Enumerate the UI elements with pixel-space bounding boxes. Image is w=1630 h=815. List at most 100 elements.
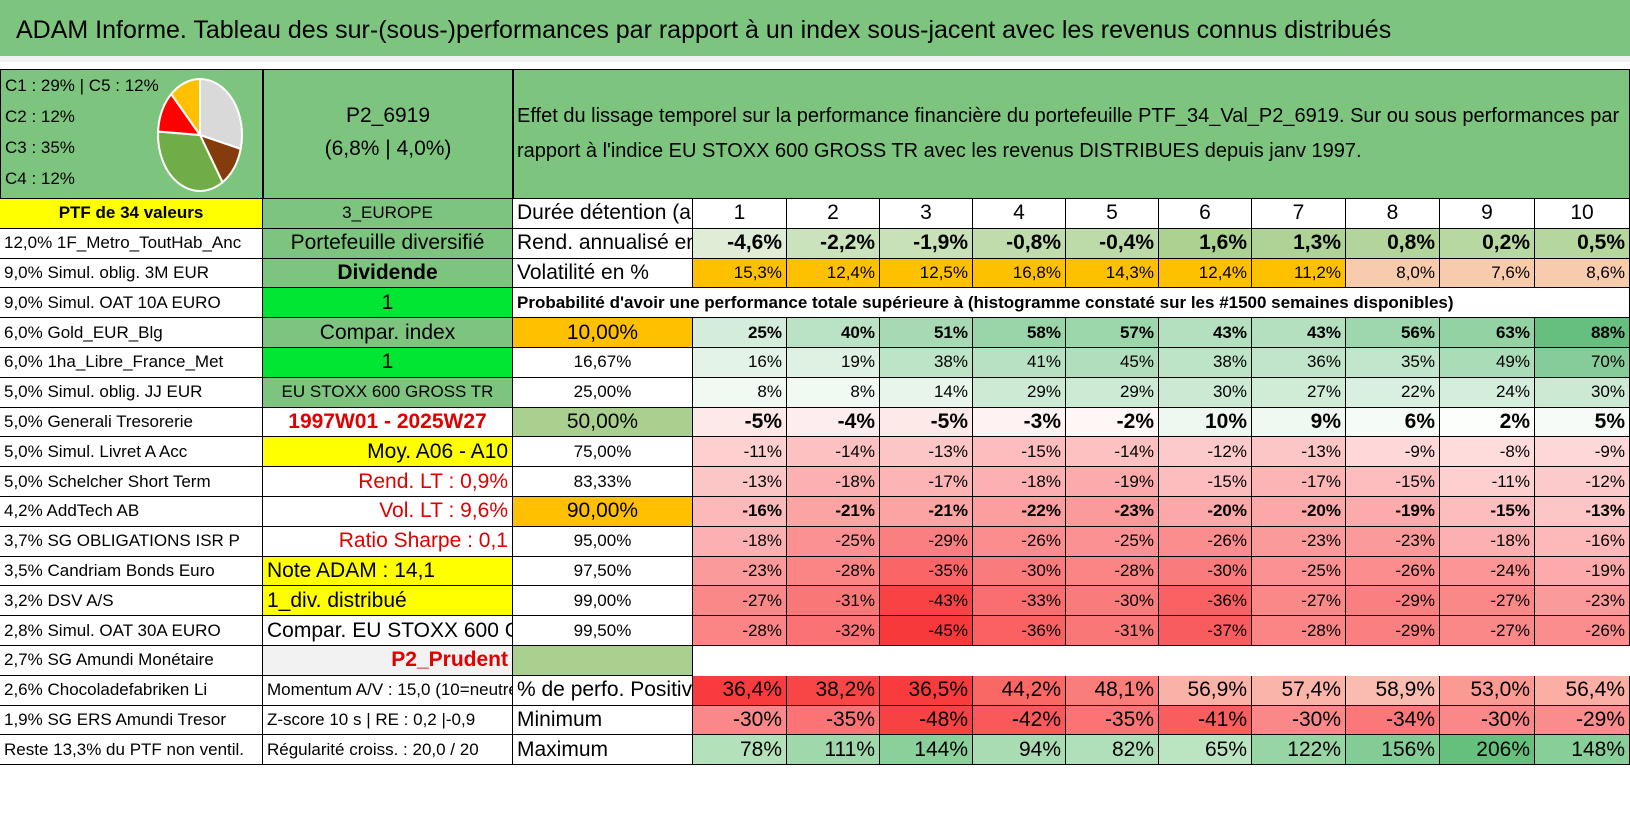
year-header: 1 [693, 199, 787, 229]
holding-row: 3,5% Candriam Bonds Euro [0, 556, 263, 587]
probability-cell: -4% [787, 407, 880, 438]
holding-row: 2,6% Chocoladefabriken Li [0, 675, 263, 706]
threshold-label: 99,50% [513, 616, 693, 646]
portfolio-info-cell: Rend. LT : 0,9% [263, 467, 513, 497]
holding-row: 6,0% Gold_EUR_Blg [0, 318, 263, 348]
probability-cell: -26% [1346, 556, 1440, 587]
probability-cell: 41% [973, 348, 1066, 378]
probability-cell: -36% [1159, 586, 1252, 617]
probability-cell: 2% [1440, 407, 1535, 438]
probability-cell: -31% [1066, 616, 1159, 646]
probability-cell: -15% [1159, 467, 1252, 497]
maximum-cell: 78% [693, 735, 787, 766]
year-header: 4 [973, 199, 1066, 229]
probability-cell: -28% [693, 616, 787, 646]
probability-cell: -13% [693, 467, 787, 497]
probability-cell: -26% [1535, 616, 1630, 646]
probability-cell: 38% [880, 348, 973, 378]
probability-cell: -30% [1066, 586, 1159, 617]
threshold-label: 95,00% [513, 526, 693, 557]
volatility-cell: 12,4% [1159, 258, 1252, 289]
annualized-return-cell: 0,5% [1535, 228, 1630, 259]
probability-cell: -25% [1252, 556, 1346, 587]
probability-cell: -16% [693, 497, 787, 527]
minimum-label: Minimum [513, 705, 693, 736]
positive-perf-cell: 57,4% [1252, 675, 1346, 706]
portfolio-info-cell: 1 [263, 288, 513, 319]
probability-cell: -18% [693, 526, 787, 557]
report-title-bar: ADAM Informe. Tableau des sur-(sous-)per… [0, 0, 1630, 62]
probability-cell: 6% [1346, 407, 1440, 438]
portfolio-info-cell: Dividende [263, 258, 513, 289]
probability-cell: -33% [973, 586, 1066, 617]
portfolio-info-cell: Compar. index [263, 318, 513, 348]
maximum-cell: 111% [787, 735, 880, 766]
year-header: 3 [880, 199, 973, 229]
allocation-line: C3 : 35% [5, 138, 75, 157]
maximum-label: Maximum [513, 735, 693, 766]
probability-cell: -25% [1066, 526, 1159, 557]
probability-cell: -28% [1252, 616, 1346, 646]
minimum-cell: -35% [1066, 705, 1159, 736]
threshold-label: 10,00% [513, 318, 693, 348]
probability-cell: -26% [973, 526, 1066, 557]
probability-cell: -27% [1252, 586, 1346, 617]
holding-row: 1,9% SG ERS Amundi Tresor [0, 705, 263, 736]
probability-cell: 27% [1252, 377, 1346, 408]
probability-cell: -26% [1159, 526, 1252, 557]
probability-cell: -11% [693, 437, 787, 468]
probability-cell: -17% [880, 467, 973, 497]
holdings-header: PTF de 34 valeurs [0, 199, 263, 229]
maximum-cell: 82% [1066, 735, 1159, 766]
probability-cell: -3% [973, 407, 1066, 438]
probability-cell: -27% [1440, 616, 1535, 646]
positive-perf-cell: 36,4% [693, 675, 787, 706]
probability-cell: -13% [1252, 437, 1346, 468]
minimum-cell: -35% [787, 705, 880, 736]
probability-cell: -32% [787, 616, 880, 646]
portfolio-info-cell: Régularité croiss. : 20,0 / 20 [263, 735, 513, 766]
holding-row: Reste 13,3% du PTF non ventil. [0, 735, 263, 766]
probability-cell: 38% [1159, 348, 1252, 378]
portfolio-info-cell: Ratio Sharpe : 0,1 [263, 526, 513, 557]
volatility-cell: 8,6% [1535, 258, 1630, 289]
description-line: rapport à l'indice EU STOXX 600 GROSS TR… [517, 140, 1362, 162]
volatility-cell: 12,5% [880, 258, 973, 289]
probability-cell: -28% [787, 556, 880, 587]
volatility-cell: 16,8% [973, 258, 1066, 289]
holding-row: 9,0% Simul. OAT 10A EURO [0, 288, 263, 319]
probability-cell: -17% [1252, 467, 1346, 497]
probability-cell: -31% [787, 586, 880, 617]
spacer-cell [513, 646, 693, 676]
volatility-cell: 12,4% [787, 258, 880, 289]
positive-perf-cell: 58,9% [1346, 675, 1440, 706]
holding-row: 6,0% 1ha_Libre_France_Met [0, 348, 263, 378]
probability-cell: 58% [973, 318, 1066, 348]
portfolio-info-cell: 1_div. distribué [263, 586, 513, 617]
probability-cell: 30% [1535, 377, 1630, 408]
annualized-return-cell: -1,9% [880, 228, 973, 259]
allocation-panel: C1 : 29% | C5 : 12% C2 : 12% C3 : 35% C4… [0, 69, 263, 199]
probability-cell: -29% [1346, 616, 1440, 646]
probability-cell: -12% [1535, 467, 1630, 497]
probability-cell: 8% [693, 377, 787, 408]
portfolio-info-cell: Portefeuille diversifié [263, 228, 513, 259]
probability-cell: -2% [1066, 407, 1159, 438]
threshold-label: 99,00% [513, 586, 693, 617]
threshold-label: 50,00% [513, 407, 693, 438]
probability-cell: -21% [787, 497, 880, 527]
holding-row: 3,7% SG OBLIGATIONS ISR P [0, 526, 263, 557]
probability-cell: -13% [880, 437, 973, 468]
annualized-return-cell: -2,2% [787, 228, 880, 259]
volatility-cell: 7,6% [1440, 258, 1535, 289]
positive-perf-label: % de perfo. Positives [513, 675, 693, 706]
probability-cell: 5% [1535, 407, 1630, 438]
probability-cell: -18% [787, 467, 880, 497]
probability-cell: 51% [880, 318, 973, 348]
probability-cell: -5% [880, 407, 973, 438]
holding-row: 5,0% Simul. Livret A Acc [0, 437, 263, 468]
volatility-cell: 14,3% [1066, 258, 1159, 289]
probability-cell: 19% [787, 348, 880, 378]
probability-cell: -23% [1252, 526, 1346, 557]
probability-cell: -30% [1159, 556, 1252, 587]
